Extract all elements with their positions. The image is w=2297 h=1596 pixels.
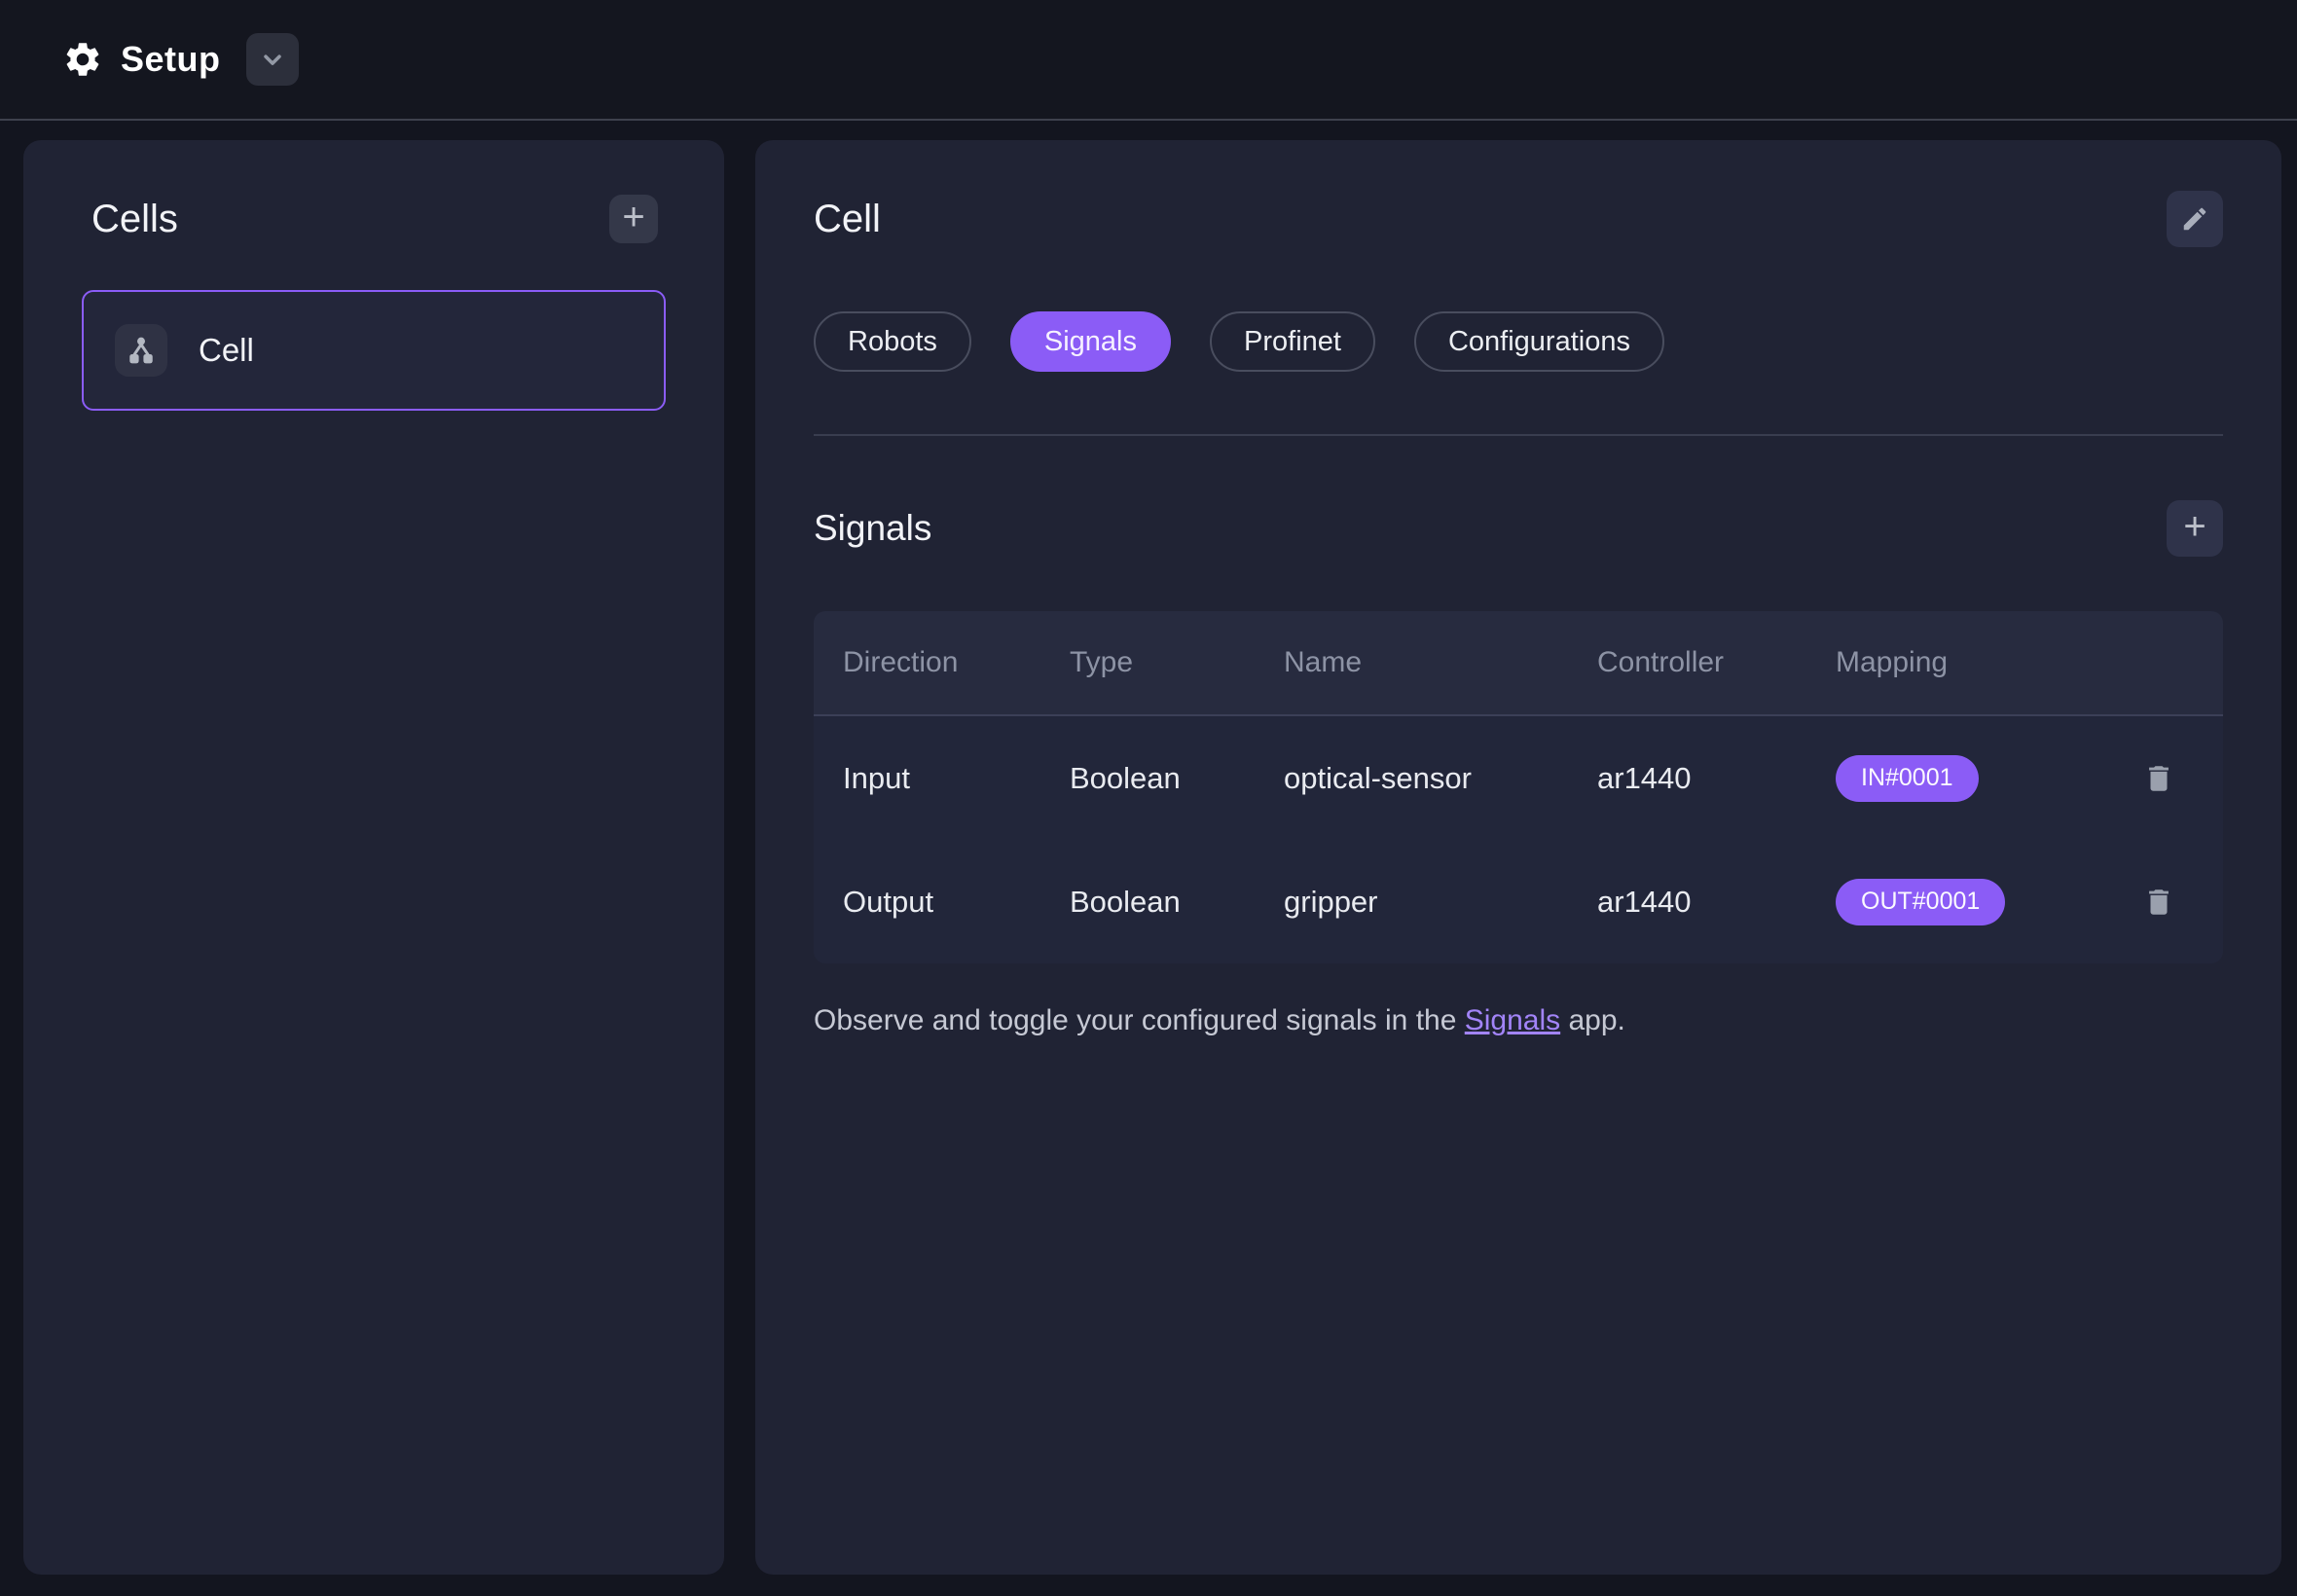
cell-tabs: Robots Signals Profinet Configurations	[814, 311, 2223, 372]
signal-name: gripper	[1284, 884, 1378, 919]
tabs-divider	[814, 434, 2223, 436]
cells-panel-title: Cells	[91, 197, 178, 240]
column-header-controller: Controller	[1597, 646, 1725, 678]
column-header-mapping: Mapping	[1836, 646, 1949, 678]
cells-panel: Cells + Cell	[23, 140, 724, 1575]
mapping-badge: IN#0001	[1836, 754, 1979, 802]
chevron-down-icon	[259, 46, 286, 73]
cell-detail-title: Cell	[814, 197, 881, 240]
signals-table: Direction Type Name Controller Mapping I…	[814, 611, 2223, 963]
table-row: Output Boolean gripper ar1440 OUT#0001	[814, 840, 2223, 963]
edit-pencil-icon	[2180, 204, 2209, 234]
tab-profinet[interactable]: Profinet	[1210, 311, 1375, 372]
edit-cell-button[interactable]	[2167, 191, 2223, 247]
mapping-badge: OUT#0001	[1836, 878, 2006, 925]
app-switcher-button[interactable]	[245, 33, 299, 86]
signal-type: Boolean	[1070, 760, 1181, 795]
table-row: Input Boolean optical-sensor ar1440 IN#0…	[814, 716, 2223, 840]
signals-app-link[interactable]: Signals	[1464, 1004, 1561, 1036]
tab-configurations[interactable]: Configurations	[1413, 311, 1664, 372]
column-header-type: Type	[1070, 646, 1134, 678]
delete-signal-button[interactable]	[2138, 758, 2179, 799]
signal-name: optical-sensor	[1284, 760, 1472, 795]
add-signal-button[interactable]: +	[2167, 500, 2223, 557]
trash-icon	[2142, 886, 2175, 919]
cell-list-item[interactable]: Cell	[82, 290, 666, 411]
signal-direction: Input	[843, 760, 910, 795]
topbar: Setup	[0, 0, 2297, 121]
app-title: Setup	[121, 39, 221, 79]
signal-controller: ar1440	[1597, 884, 1692, 919]
signals-section-title: Signals	[814, 508, 932, 548]
cell-detail-panel: Cell Robots Signals Profinet Configurati…	[755, 140, 2281, 1575]
cell-hierarchy-icon	[115, 324, 167, 377]
plus-icon: +	[2183, 505, 2206, 548]
footer-text-prefix: Observe and toggle your configured signa…	[814, 1004, 1465, 1036]
column-header-name: Name	[1284, 646, 1363, 678]
cell-list-item-label: Cell	[199, 332, 254, 368]
tab-robots[interactable]: Robots	[814, 311, 971, 372]
plus-icon: +	[622, 196, 645, 238]
footer-text-suffix: app.	[1560, 1004, 1625, 1036]
signal-direction: Output	[843, 884, 934, 919]
signal-type: Boolean	[1070, 884, 1181, 919]
column-header-direction: Direction	[843, 646, 959, 678]
gear-icon	[62, 39, 103, 80]
content-area: Cells + Cell Cell	[0, 121, 2297, 1596]
add-cell-button[interactable]: +	[609, 195, 658, 243]
signals-table-header: Direction Type Name Controller Mapping	[814, 611, 2223, 716]
signal-controller: ar1440	[1597, 760, 1692, 795]
trash-icon	[2142, 762, 2175, 795]
tab-signals[interactable]: Signals	[1009, 311, 1172, 372]
signals-footer-note: Observe and toggle your configured signa…	[814, 1004, 2223, 1037]
delete-signal-button[interactable]	[2138, 882, 2179, 923]
